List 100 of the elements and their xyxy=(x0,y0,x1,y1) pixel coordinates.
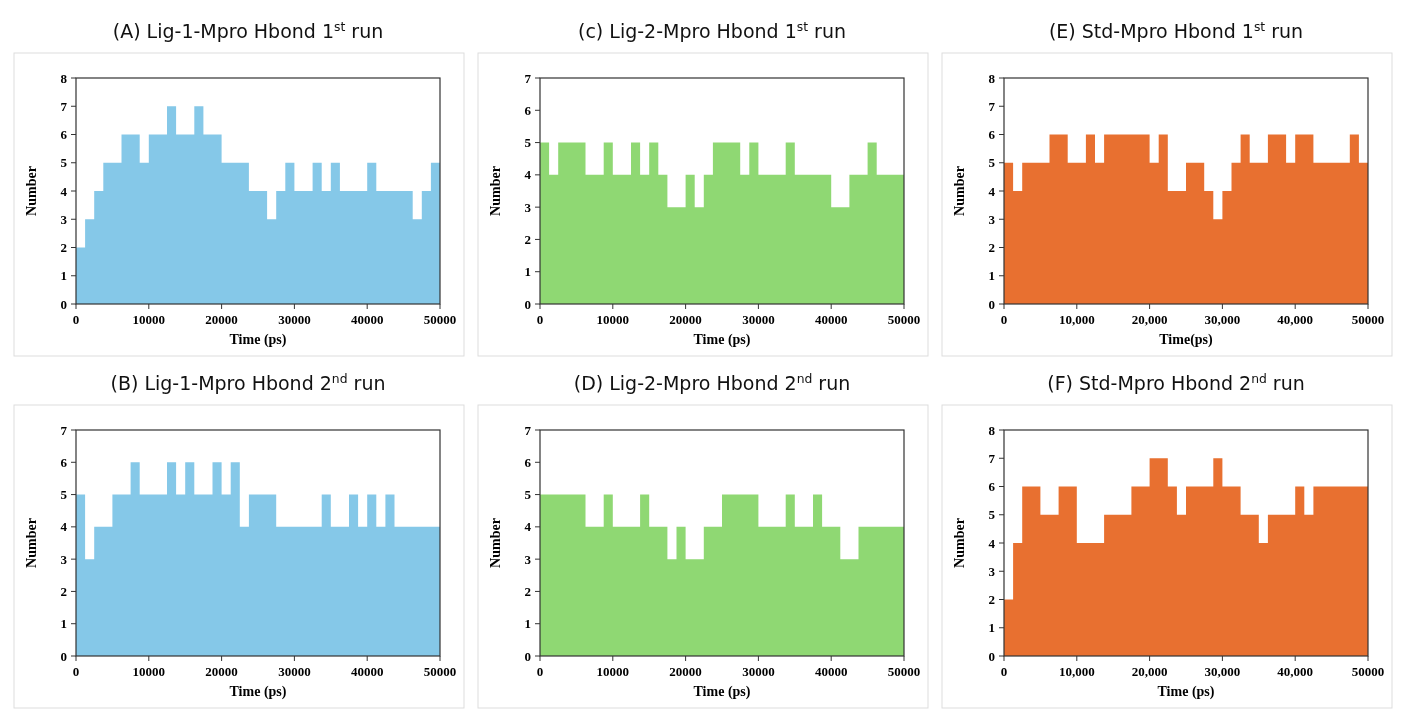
x-tick-label: 30,000 xyxy=(1204,312,1241,327)
x-tick-label: 0 xyxy=(72,664,80,679)
y-tick-label: 1 xyxy=(60,268,67,284)
x-tick-label: 30000 xyxy=(278,312,311,327)
y-tick-label: 7 xyxy=(60,98,68,114)
y-tick-label: 3 xyxy=(60,211,68,227)
x-tick-label: 30000 xyxy=(742,664,775,679)
chart-title: (B) Lig-1-Mpro Hbond 2$^{nd}$ run xyxy=(110,372,386,394)
y-tick-label: 7 xyxy=(524,422,532,438)
y-tick-label: 2 xyxy=(60,583,67,599)
chart-title: (E) Std-Mpro Hbond 1$^{st}$ run xyxy=(1048,20,1304,42)
y-tick-label: 7 xyxy=(988,450,996,466)
y-tick-label: 4 xyxy=(988,535,996,551)
chart-title: (D) Lig-2-Mpro Hbond 2$^{nd}$ run xyxy=(573,372,851,394)
y-tick-label: 5 xyxy=(988,507,996,523)
y-tick-label: 4 xyxy=(524,167,532,183)
y-tick-label: 8 xyxy=(60,70,68,86)
y-axis-title: Number xyxy=(952,518,967,568)
y-tick-label: 0 xyxy=(524,296,531,312)
y-tick-label: 2 xyxy=(524,231,531,247)
y-tick-label: 8 xyxy=(988,70,996,86)
y-tick-label: 5 xyxy=(988,155,996,171)
y-tick-label: 1 xyxy=(524,264,531,280)
y-tick-label: 4 xyxy=(60,183,68,199)
y-tick-label: 5 xyxy=(524,487,532,503)
x-tick-label: 0 xyxy=(1000,312,1008,327)
y-tick-label: 3 xyxy=(524,199,532,215)
x-tick-label: 30000 xyxy=(742,312,775,327)
y-tick-label: 6 xyxy=(524,102,532,118)
y-tick-label: 6 xyxy=(988,479,996,495)
x-tick-label: 20000 xyxy=(669,664,702,679)
y-tick-label: 3 xyxy=(988,211,996,227)
x-axis-title: Time (ps) xyxy=(693,332,751,348)
y-axis-title: Number xyxy=(488,518,503,568)
x-axis-title: Time (ps) xyxy=(693,684,751,700)
y-tick-label: 0 xyxy=(60,648,67,664)
y-axis-title: Number xyxy=(488,166,503,216)
y-tick-label: 2 xyxy=(524,583,531,599)
x-tick-label: 50000 xyxy=(423,664,457,679)
y-axis-title: Number xyxy=(952,166,967,216)
x-tick-label: 10000 xyxy=(132,664,166,679)
x-tick-label: 40000 xyxy=(350,312,384,327)
y-tick-label: 6 xyxy=(60,127,68,143)
y-tick-label: 2 xyxy=(988,592,995,608)
x-tick-label: 30,000 xyxy=(1204,664,1241,679)
x-tick-label: 10,000 xyxy=(1058,312,1095,327)
y-tick-label: 5 xyxy=(60,155,68,171)
x-tick-label: 20000 xyxy=(669,312,702,327)
x-axis-title: Time (ps) xyxy=(1157,684,1215,700)
y-tick-label: 6 xyxy=(524,454,532,470)
y-tick-label: 6 xyxy=(60,454,68,470)
y-tick-label: 1 xyxy=(988,620,995,636)
x-tick-label: 20,000 xyxy=(1131,312,1168,327)
x-tick-label: 20,000 xyxy=(1131,664,1168,679)
x-tick-label: 0 xyxy=(1000,664,1008,679)
x-tick-label: 10,000 xyxy=(1058,664,1095,679)
x-tick-label: 50000 xyxy=(1351,312,1385,327)
y-tick-label: 1 xyxy=(988,268,995,284)
y-tick-label: 0 xyxy=(524,648,531,664)
y-tick-label: 7 xyxy=(988,98,996,114)
x-tick-label: 40,000 xyxy=(1277,312,1314,327)
y-tick-label: 2 xyxy=(60,240,67,256)
y-axis-title: Number xyxy=(24,518,39,568)
y-tick-label: 3 xyxy=(60,551,68,567)
x-tick-label: 50000 xyxy=(1351,664,1385,679)
y-tick-label: 6 xyxy=(988,127,996,143)
x-tick-label: 40000 xyxy=(350,664,384,679)
x-tick-label: 50000 xyxy=(423,312,457,327)
chart-title: (F) Std-Mpro Hbond 2$^{nd}$ run xyxy=(1047,372,1305,394)
x-tick-label: 40000 xyxy=(814,664,848,679)
x-tick-label: 50000 xyxy=(887,312,921,327)
x-tick-label: 0 xyxy=(536,664,544,679)
x-tick-label: 40,000 xyxy=(1277,664,1314,679)
x-tick-label: 10000 xyxy=(596,312,630,327)
x-tick-label: 50000 xyxy=(887,664,921,679)
y-tick-label: 3 xyxy=(988,563,996,579)
y-tick-label: 0 xyxy=(988,648,995,664)
x-tick-label: 10000 xyxy=(132,312,166,327)
y-tick-label: 3 xyxy=(524,551,532,567)
x-tick-label: 0 xyxy=(536,312,544,327)
y-tick-label: 4 xyxy=(524,519,532,535)
y-tick-label: 0 xyxy=(60,296,67,312)
x-axis-title: Time (ps) xyxy=(229,332,287,348)
chart-title: (c) Lig-2-Mpro Hbond 1$^{st}$ run xyxy=(578,20,846,42)
y-tick-label: 4 xyxy=(988,183,996,199)
y-axis-title: Number xyxy=(24,166,39,216)
y-tick-label: 1 xyxy=(60,616,67,632)
y-tick-label: 4 xyxy=(60,519,68,535)
y-tick-label: 2 xyxy=(988,240,995,256)
y-tick-label: 7 xyxy=(524,70,532,86)
x-tick-label: 10000 xyxy=(596,664,630,679)
y-tick-label: 1 xyxy=(524,616,531,632)
y-tick-label: 5 xyxy=(60,487,68,503)
x-tick-label: 40000 xyxy=(814,312,848,327)
x-tick-label: 20000 xyxy=(205,312,238,327)
y-tick-label: 7 xyxy=(60,422,68,438)
y-tick-label: 8 xyxy=(988,422,996,438)
x-axis-title: Time(ps) xyxy=(1159,332,1214,348)
x-tick-label: 0 xyxy=(72,312,80,327)
y-tick-label: 5 xyxy=(524,135,532,151)
